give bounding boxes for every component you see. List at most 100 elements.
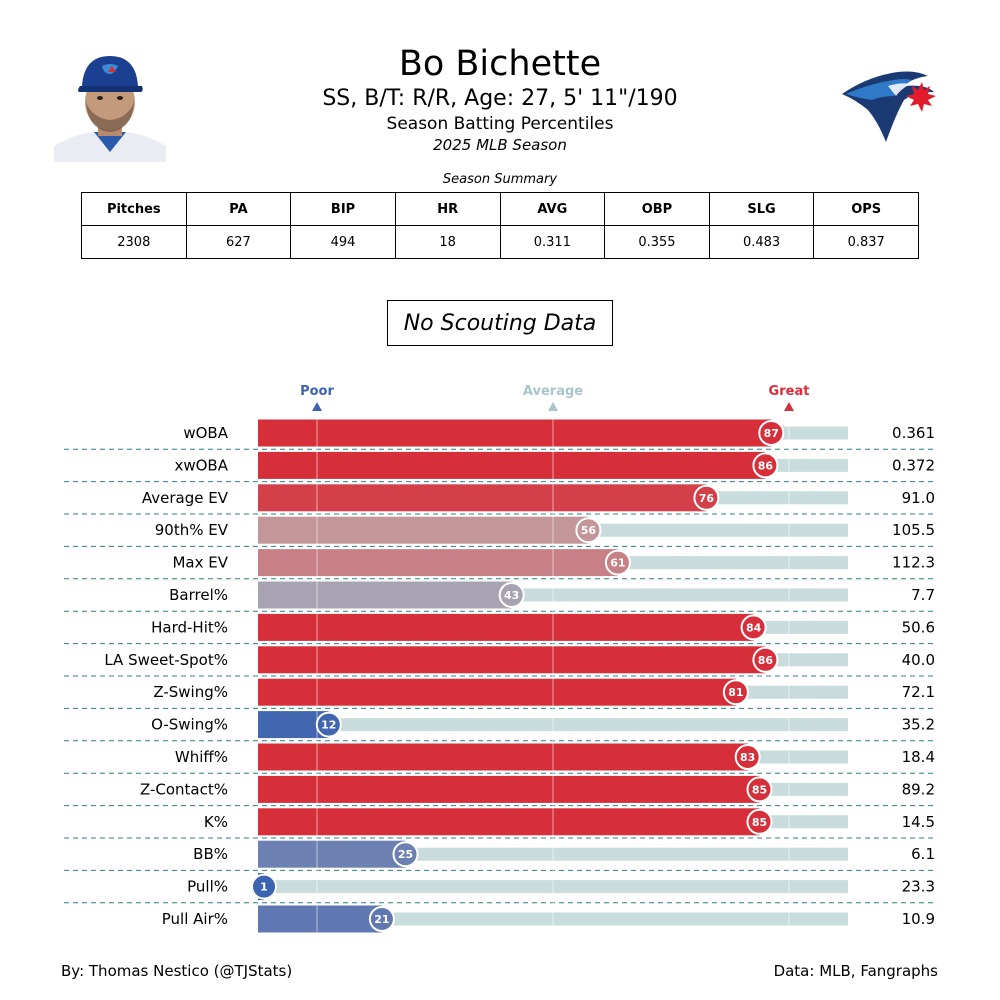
percentile-circle — [722, 679, 749, 706]
percentile-circle — [740, 614, 767, 641]
metric-label: Pull% — [187, 878, 228, 896]
metric-label: Average EV — [142, 489, 229, 507]
summary-header-cell: BIP — [290, 192, 396, 226]
percentile-bar — [258, 419, 772, 447]
percentile-value: 87 — [764, 427, 779, 440]
percentile-circle — [251, 873, 277, 900]
metric-value: 10.9 — [902, 910, 935, 928]
season-label: 2025 MLB Season — [433, 136, 567, 154]
percentile-chart: Poor Average Great wOBA 0.361 xwOBA 0.372 Avera… — [64, 384, 936, 933]
percentile-bar — [258, 905, 382, 933]
metric-label: Pull Air% — [162, 910, 228, 928]
percentile-circle — [758, 420, 785, 446]
percentile-value: 61 — [610, 557, 625, 570]
percentile-bar — [258, 678, 736, 706]
footer-data-source: Data: MLB, Fangraphs — [773, 962, 938, 980]
metric-value: 6.1 — [911, 845, 935, 863]
percentile-circle — [368, 906, 395, 932]
summary-value-cell: 18 — [394, 225, 501, 259]
metric-label: O-Swing% — [151, 716, 228, 734]
metric-label: K% — [204, 813, 228, 831]
percentile-circle — [752, 452, 779, 479]
marker-arrow-icon-poor — [312, 402, 322, 411]
summary-value-cell: 0.837 — [813, 225, 919, 259]
percentile-bar — [258, 549, 618, 577]
percentile-value: 25 — [398, 848, 413, 861]
summary-value-cell: 2308 — [81, 225, 187, 259]
percentile-value: 85 — [752, 816, 767, 829]
marker-arrow-icon-average — [548, 402, 558, 411]
percentile-bar — [258, 775, 760, 803]
percentile-bar — [258, 581, 512, 609]
player-name: Bo Bichette — [398, 44, 602, 84]
percentile-value: 56 — [581, 524, 597, 537]
metric-value: 18.4 — [902, 748, 935, 766]
percentile-circle — [746, 808, 773, 835]
marker-label-great: Great — [769, 384, 810, 399]
metric-value: 0.372 — [892, 456, 935, 474]
player-headshot-image — [54, 52, 166, 162]
percentile-value: 86 — [758, 654, 774, 667]
summary-header-cell: OPS — [813, 192, 919, 226]
percentile-bar — [258, 808, 760, 836]
percentile-value: 83 — [740, 751, 755, 764]
metric-label: BB% — [193, 845, 228, 863]
metric-label: Whiff% — [175, 748, 228, 766]
summary-header-row: Pitches PA BIP HR AVG OBP SLG OPS — [81, 192, 919, 226]
percentile-value: 84 — [746, 621, 762, 634]
metric-value: 91.0 — [902, 489, 935, 507]
percentile-value: 43 — [504, 589, 519, 602]
percentile-circle — [734, 744, 761, 770]
percentile-value: 81 — [728, 686, 743, 699]
metric-value: 0.361 — [892, 424, 935, 442]
percentile-circle — [315, 711, 342, 738]
scouting-data-box: No Scouting Data — [387, 300, 613, 346]
team-logo-image — [842, 71, 936, 142]
marker-label-average: Average — [523, 384, 583, 399]
metric-label: Z-Swing% — [153, 683, 228, 701]
metric-value: 112.3 — [892, 554, 935, 572]
summary-header-cell: AVG — [499, 192, 606, 226]
percentile-value: 85 — [752, 783, 767, 796]
summary-header-cell: OBP — [604, 192, 710, 226]
metric-value: 50.6 — [902, 618, 935, 636]
summary-header-cell: Pitches — [81, 192, 187, 226]
percentile-value: 1 — [260, 881, 268, 894]
percentile-bar — [258, 840, 406, 868]
summary-value-cell: 494 — [290, 225, 396, 259]
marker-arrow-icon-great — [784, 402, 794, 411]
metric-value: 7.7 — [911, 586, 935, 604]
summary-value-row: 2308 627 494 18 0.311 0.355 0.483 0.837 — [81, 225, 919, 259]
metric-value: 89.2 — [902, 780, 935, 798]
metric-value: 72.1 — [902, 683, 935, 701]
summary-value-cell: 0.483 — [708, 225, 815, 259]
player-info: SS, B/T: R/R, Age: 27, 5' 11"/190 — [322, 86, 678, 111]
metric-value: 35.2 — [902, 716, 935, 734]
metric-label: Barrel% — [169, 586, 228, 604]
metric-label: Hard-Hit% — [151, 618, 228, 636]
page-subtitle: Season Batting Percentiles — [386, 114, 614, 134]
metric-label: LA Sweet-Spot% — [104, 651, 228, 669]
summary-value-cell: 627 — [185, 225, 292, 259]
summary-header-cell: HR — [394, 192, 501, 226]
percentile-bar — [258, 484, 707, 512]
metric-label: wOBA — [183, 424, 228, 442]
summary-value-cell: 0.355 — [604, 225, 710, 259]
percentile-circle — [604, 549, 631, 576]
percentile-value: 12 — [321, 719, 336, 732]
metric-value: 23.3 — [902, 878, 935, 896]
metric-value: 40.0 — [902, 651, 935, 669]
footer-credit: By: Thomas Nestico (@TJStats) — [61, 962, 293, 980]
summary-value-cell: 0.311 — [499, 225, 606, 259]
metric-value: 105.5 — [892, 521, 935, 539]
metric-label: xwOBA — [174, 456, 228, 474]
summary-title: Season Summary — [442, 172, 558, 187]
percentile-circle — [575, 517, 602, 544]
summary-header-cell: SLG — [708, 192, 815, 226]
percentile-value: 21 — [374, 913, 389, 926]
percentile-circle — [498, 582, 525, 608]
percentile-circle — [746, 776, 773, 803]
percentile-bar — [258, 646, 766, 674]
summary-header-cell: PA — [185, 192, 292, 226]
percentile-bar — [258, 516, 589, 544]
